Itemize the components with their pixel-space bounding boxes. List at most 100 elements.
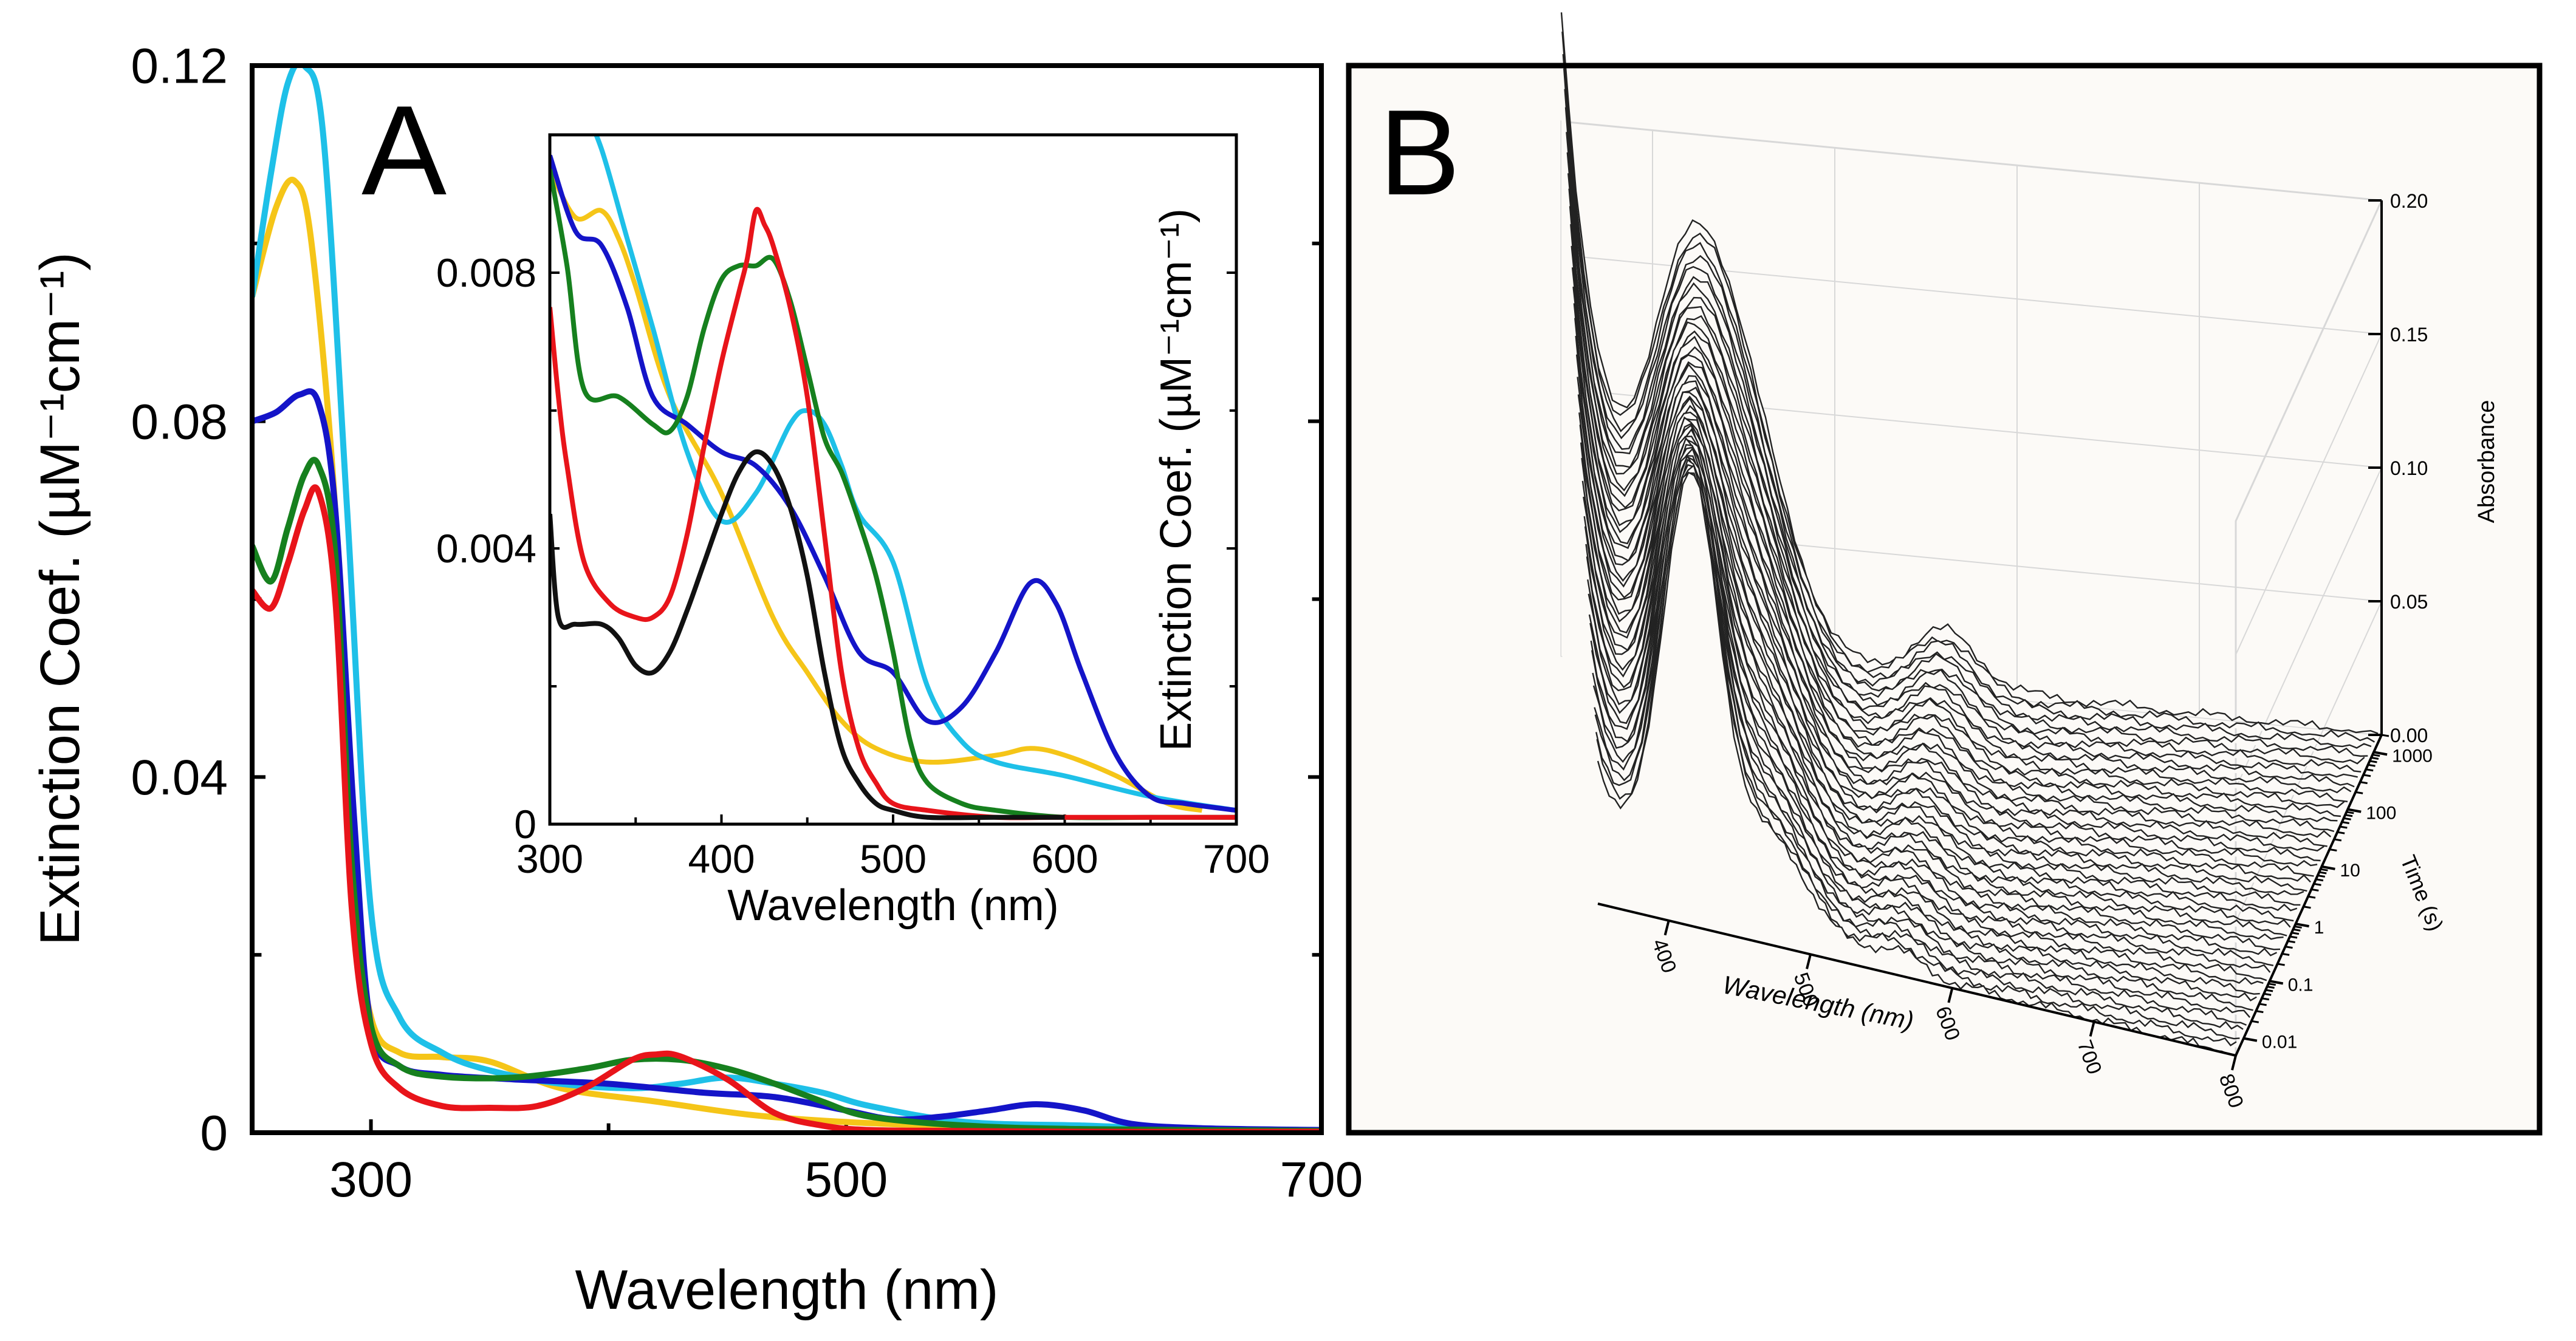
spectrum-trace	[1567, 173, 2352, 794]
wavelength-tick	[2089, 1021, 2095, 1037]
panel-a-y-axis-label: Extinction Coef. (µM⁻¹cm⁻¹)	[29, 252, 91, 946]
spectrum-trace	[1578, 395, 2307, 892]
time-tick-label: 0.01	[2262, 1032, 2297, 1053]
time-minor-tick	[2346, 811, 2354, 814]
y-tick-label: 0.004	[436, 526, 536, 571]
time-minor-tick	[2259, 1003, 2267, 1006]
x-tick-label: 700	[1280, 1152, 1363, 1207]
y-tick-label: 0.008	[436, 250, 536, 295]
time-minor-tick	[2289, 935, 2298, 939]
panel-a-x-axis-label: Wavelength (nm)	[575, 1259, 998, 1321]
spectrum-trace	[1562, 54, 2372, 749]
time-minor-tick	[2329, 848, 2337, 851]
time-minor-tick	[2256, 1010, 2264, 1014]
spectrum-trace	[1577, 377, 2314, 877]
time-tick-label: 0.1	[2288, 975, 2314, 995]
time-minor-tick	[2381, 734, 2389, 737]
spectrum-trace	[1571, 245, 2338, 822]
series-line-green	[550, 169, 1236, 821]
x-tick-label: 500	[804, 1152, 888, 1207]
x-tick-label: 600	[1031, 836, 1098, 881]
spectrum-trace	[1581, 417, 2294, 922]
time-minor-tick	[2311, 888, 2319, 892]
time-tick	[2243, 1037, 2258, 1042]
time-minor-tick	[2371, 757, 2379, 760]
panel-a-y-tick-labels: 0 0.04 0.08 0.12	[131, 39, 228, 1161]
time-minor-tick	[2285, 946, 2293, 949]
series-line-yellow	[550, 168, 1203, 813]
panel-a: 300 500 700 0 0.04 0.08 0.12 A Wavelength (nm…	[29, 39, 1363, 1321]
time-minor-tick	[2251, 1020, 2259, 1023]
time-minor-tick	[2291, 932, 2300, 935]
time-minor-tick	[2268, 983, 2276, 986]
spectrum-trace	[1595, 464, 2240, 1040]
x-tick-label: 700	[1203, 836, 1270, 881]
time-minor-tick	[2340, 825, 2348, 829]
absorbance-tick-label: 0.10	[2390, 457, 2428, 479]
spectrum-trace	[1573, 303, 2328, 847]
y-tick-label: 0	[514, 802, 536, 847]
time-minor-tick	[2320, 868, 2328, 872]
time-minor-tick	[2314, 882, 2321, 886]
spectrum-trace	[1590, 447, 2260, 995]
wavelength-tick	[1947, 988, 1954, 1003]
inset-x-axis-label: Wavelength (nm)	[727, 881, 1059, 930]
inset-frame	[548, 133, 1238, 826]
spectrum-trace	[1570, 224, 2341, 817]
y-tick-label: 0	[200, 1106, 228, 1161]
time-minor-tick	[2263, 992, 2272, 996]
time-minor-tick	[2261, 997, 2270, 1001]
time-tick	[2269, 980, 2284, 985]
time-minor-tick	[2369, 760, 2377, 763]
time-minor-tick	[2341, 821, 2350, 825]
x-tick-label: 500	[860, 836, 927, 881]
series-line-blue	[550, 154, 1236, 813]
time-minor-tick	[2360, 781, 2368, 785]
panel-b-frame	[1346, 63, 2543, 1136]
spectrum-trace	[1575, 335, 2321, 862]
time-tick	[2295, 923, 2309, 928]
time-tick-label: 1	[2314, 918, 2324, 938]
time-minor-tick	[2372, 754, 2380, 757]
wavelength-tick	[1663, 920, 1670, 936]
spectrum-trace	[1574, 318, 2324, 851]
wavelength-axis	[1597, 903, 2236, 1057]
series-line-green	[252, 457, 1321, 1133]
panel-b-label: B	[1379, 85, 1460, 220]
trace-fill	[1598, 473, 2236, 1056]
time-minor-tick	[2293, 928, 2301, 932]
absorbance-tick-label: 0.20	[2390, 190, 2428, 212]
x-tick-label: 300	[329, 1152, 413, 1207]
panel-a-inset: 300 400 500 600 700 0 0.004 0.008 Wavelength (…	[436, 133, 1270, 930]
time-minor-tick	[2303, 906, 2311, 909]
spectrum-trace	[1592, 456, 2253, 1011]
spectrum-trace	[1561, 32, 2376, 743]
spectrum-trace	[1587, 438, 2274, 966]
time-minor-tick	[2334, 838, 2342, 842]
time-tick-label: 100	[2366, 804, 2396, 824]
spectrum-trace	[1566, 152, 2355, 788]
spectrum-trace	[1585, 428, 2281, 950]
spectrum-trace	[1568, 188, 2348, 802]
panel-b-traces	[1560, 12, 2382, 1056]
time-minor-tick	[2267, 986, 2275, 989]
time-tick-label: 1000	[2392, 746, 2433, 766]
spectrum-trace	[1569, 206, 2345, 808]
time-minor-tick	[2365, 768, 2374, 772]
absorbance-tick-label: 0.15	[2390, 324, 2428, 346]
inset-background	[550, 135, 1236, 824]
time-minor-tick	[2307, 895, 2316, 899]
y-tick-label: 0.04	[131, 750, 228, 805]
spectrum-trace	[1564, 89, 2365, 765]
panel-b-axes: 4005006007008000.010.111010010000.000.05…	[1597, 190, 2433, 1111]
spectrum-trace	[1580, 404, 2301, 906]
spectrum-trace	[1588, 443, 2267, 981]
time-minor-tick	[2343, 817, 2351, 821]
time-minor-tick	[2287, 940, 2295, 943]
time-minor-tick	[2265, 989, 2273, 992]
y-tick-label: 0.12	[131, 39, 228, 94]
wavelength-tick	[1806, 954, 1812, 969]
x-tick-label: 400	[688, 836, 755, 881]
time-minor-tick	[2277, 963, 2285, 966]
